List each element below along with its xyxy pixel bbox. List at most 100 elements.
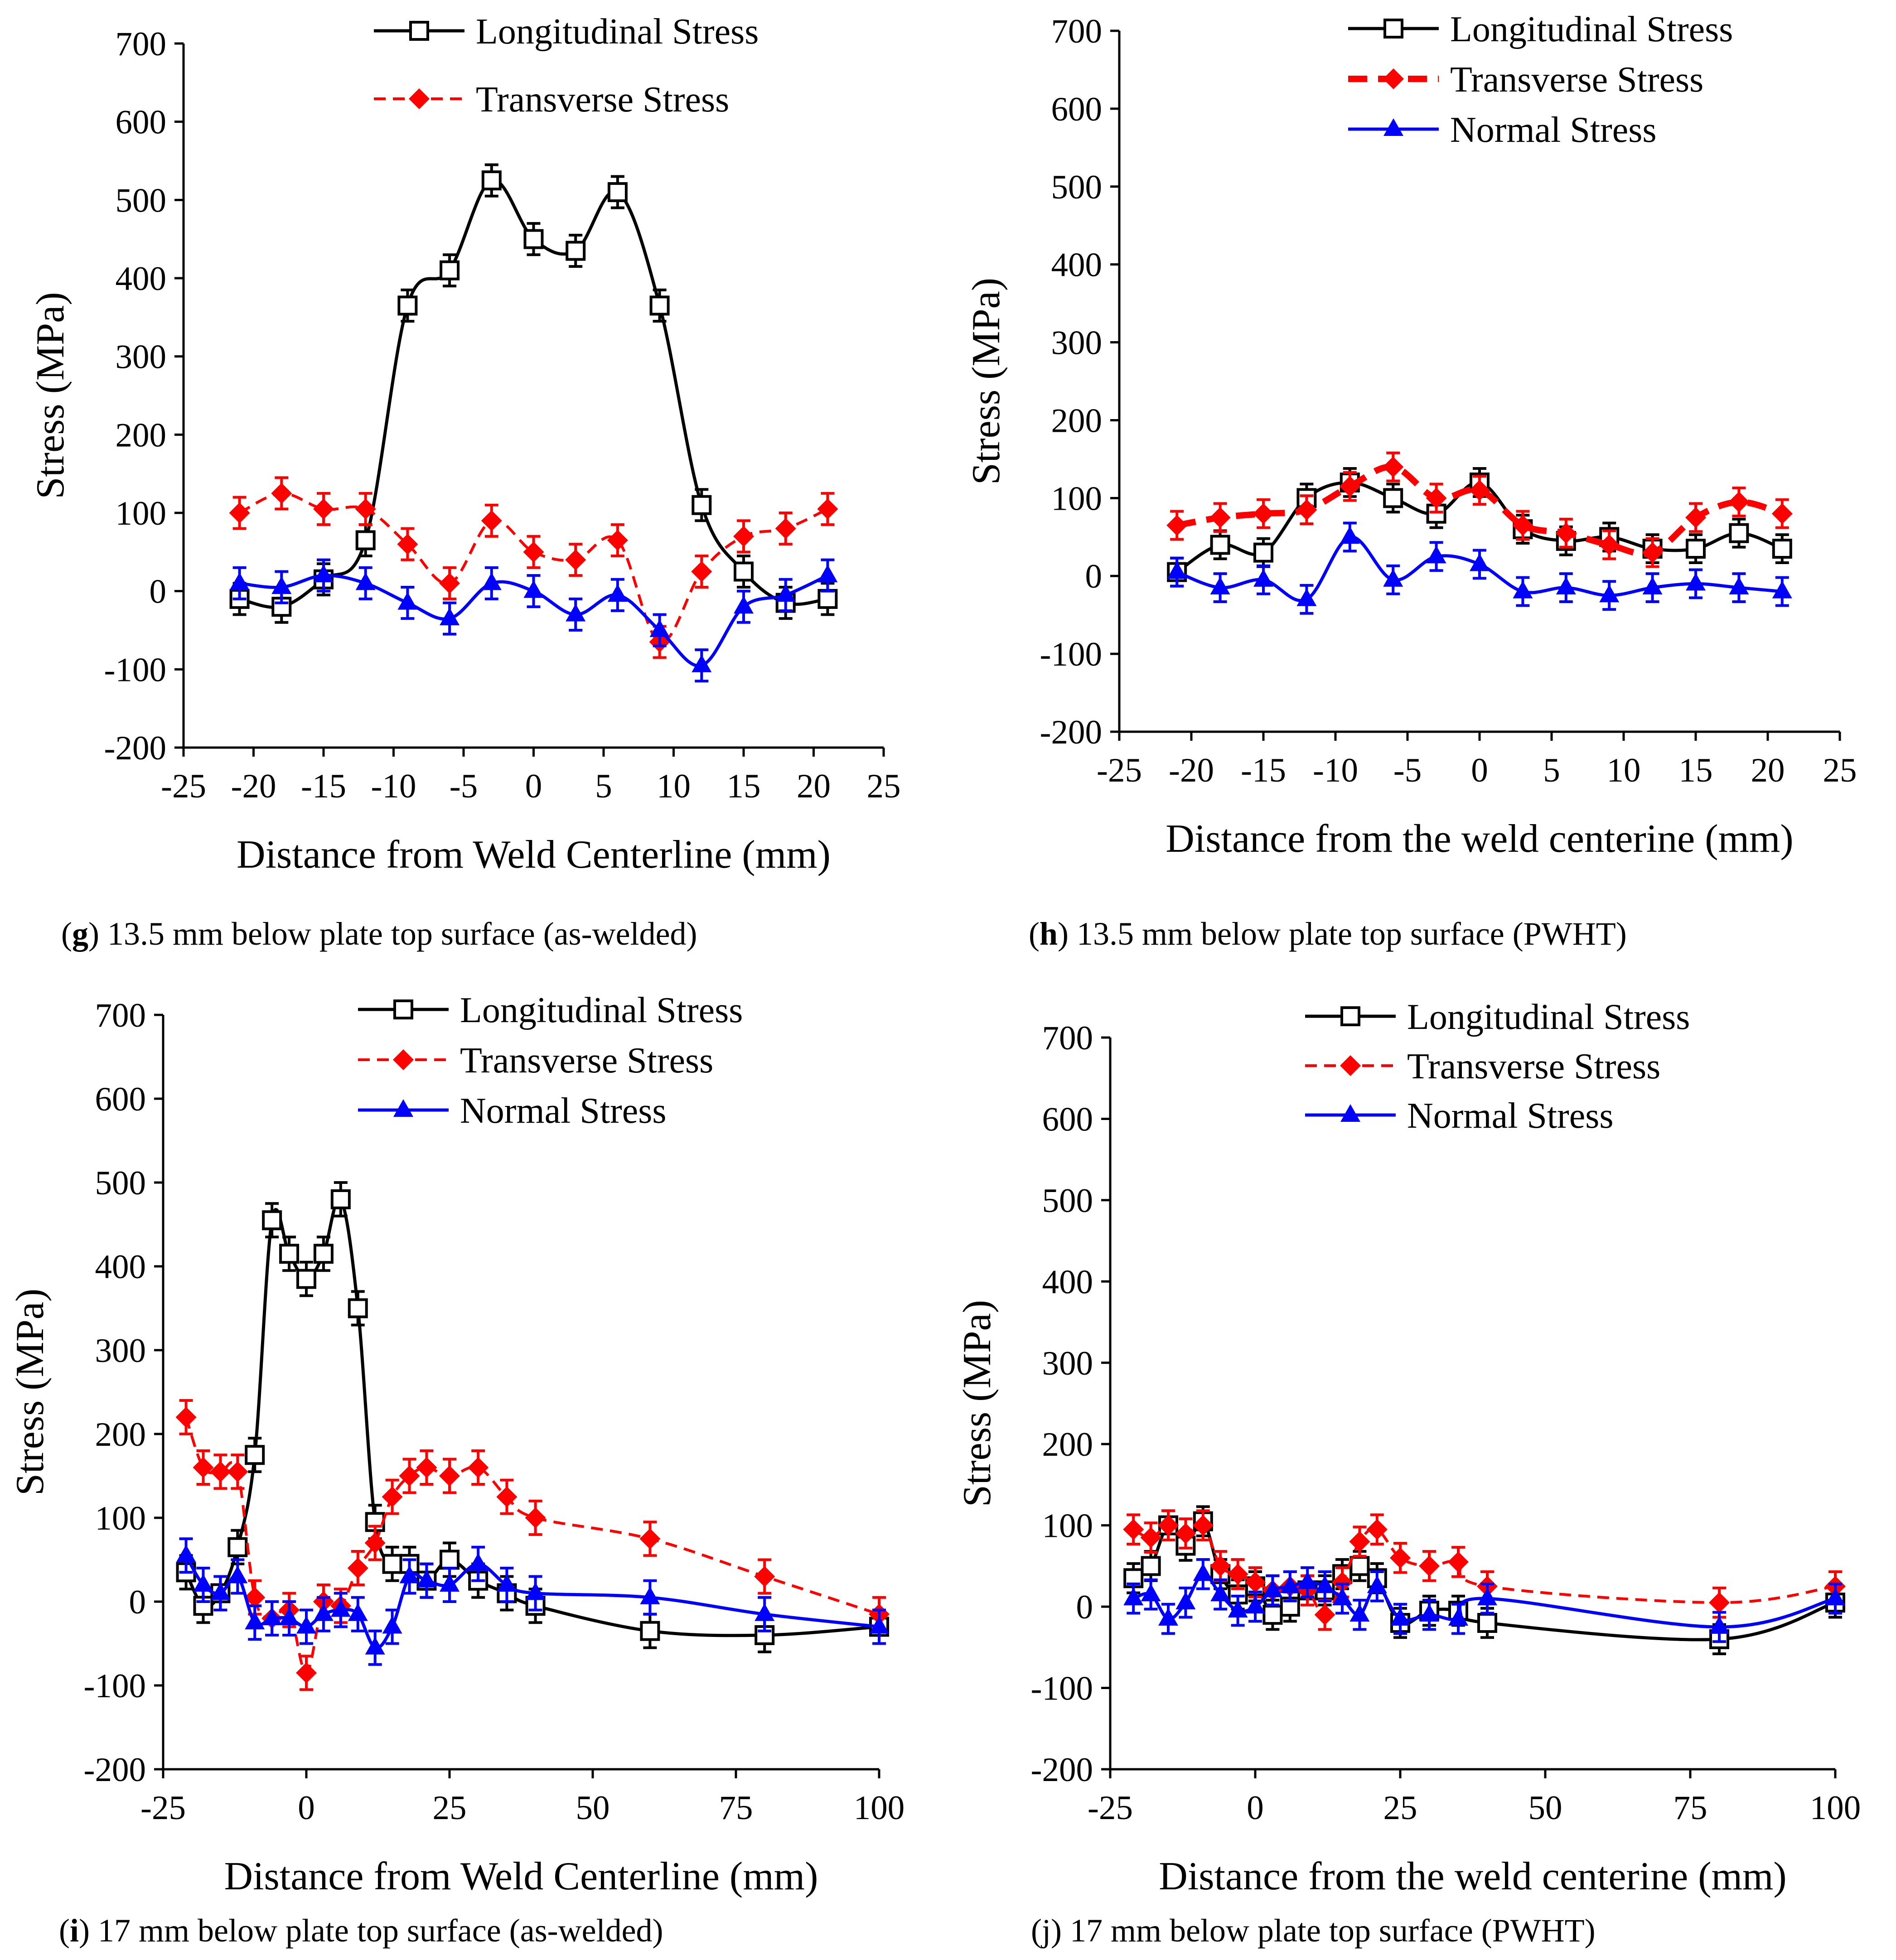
data-point: [271, 483, 292, 504]
y-tick-label: 400: [1042, 1263, 1093, 1301]
data-point: [279, 1608, 300, 1625]
x-tick-label: 25: [433, 1789, 467, 1827]
data-point: [245, 1612, 265, 1630]
data-point: [1227, 1564, 1248, 1585]
data-point: [566, 241, 586, 261]
data-point: [1314, 1604, 1335, 1626]
x-tick-label: -10: [1313, 752, 1358, 789]
legend-marker: [1383, 118, 1403, 136]
data-point: [754, 1566, 775, 1587]
x-tick-label: 0: [1471, 752, 1488, 789]
y-tick-label: 0: [1085, 558, 1103, 595]
data-point: [1448, 1608, 1468, 1626]
data-point: [365, 1637, 385, 1655]
y-tick-label: 0: [1076, 1588, 1093, 1626]
y-tick-label: 100: [95, 1500, 146, 1537]
data-point: [1253, 503, 1274, 524]
data-point: [1419, 1604, 1439, 1622]
data-point: [227, 1565, 248, 1583]
y-tick-label: 500: [1042, 1182, 1093, 1220]
data-point: [1728, 491, 1750, 512]
data-point: [1426, 546, 1446, 564]
legend-item: Transverse Stress: [1305, 1047, 1660, 1086]
data-point: [271, 576, 292, 594]
y-tick-label: 200: [1051, 402, 1103, 439]
data-point: [523, 580, 544, 598]
data-point: [296, 1616, 316, 1634]
y-tick-label: 200: [116, 416, 167, 454]
y-tick-label: -100: [104, 651, 166, 689]
data-point: [1448, 1551, 1469, 1573]
data-point: [1419, 1555, 1440, 1577]
data-point: [262, 1608, 282, 1625]
y-tick-label: 300: [95, 1332, 146, 1370]
y-tick-label: -200: [1031, 1751, 1093, 1789]
data-point: [733, 526, 754, 547]
data-point: [193, 1457, 214, 1478]
data-point: [468, 1457, 489, 1478]
y-tick-label: 600: [1042, 1101, 1093, 1138]
legend-marker: [1340, 1104, 1360, 1122]
x-tick-label: -5: [1393, 752, 1422, 789]
data-point: [229, 572, 250, 590]
legend-label: Longitudinal Stress: [1450, 10, 1733, 49]
data-point: [691, 561, 712, 582]
legend-label: Longitudinal Stress: [1407, 997, 1690, 1037]
x-tick-label: 100: [854, 1789, 905, 1827]
data-point: [497, 1574, 517, 1592]
data-point: [692, 654, 712, 672]
y-tick-label: 700: [1042, 1019, 1093, 1057]
data-point: [1340, 526, 1360, 544]
data-point: [1209, 507, 1231, 528]
x-tick-label: 5: [595, 768, 612, 805]
data-point: [1210, 577, 1230, 595]
data-point: [397, 295, 418, 316]
data-point: [649, 295, 670, 316]
y-tick-label: 500: [116, 182, 167, 219]
data-point: [1140, 1527, 1161, 1548]
data-point: [382, 1616, 402, 1634]
data-point: [229, 502, 250, 523]
caption-letter: g: [72, 916, 88, 952]
x-tick-label: 15: [727, 768, 761, 805]
data-point: [607, 584, 628, 602]
data-point: [525, 1582, 546, 1600]
y-tick-label: -100: [1031, 1670, 1093, 1708]
data-point: [640, 1621, 660, 1641]
data-point: [440, 1550, 459, 1570]
data-point: [640, 1586, 660, 1604]
legend-label: Longitudinal Stress: [476, 12, 759, 52]
panel-caption: (j) 17 mm below plate top surface (PWHT): [1031, 1912, 1596, 1949]
data-point: [817, 589, 838, 609]
data-point: [1141, 1583, 1161, 1602]
data-point: [355, 498, 376, 520]
x-tick-label: 20: [1751, 752, 1785, 789]
panel-caption: (i) 17 mm below plate top surface (as-we…: [59, 1912, 663, 1949]
data-point: [1210, 1555, 1231, 1577]
data-point: [1123, 1519, 1144, 1540]
x-tick-label: -25: [1088, 1789, 1133, 1827]
x-tick-label: -20: [1169, 752, 1214, 789]
series-line: [184, 1417, 880, 1675]
data-point: [1262, 1605, 1283, 1625]
data-point: [1332, 1572, 1353, 1593]
data-point: [347, 1558, 368, 1579]
data-point: [440, 1574, 459, 1592]
x-tick-label: -5: [450, 768, 478, 805]
data-point: [481, 170, 502, 191]
data-point: [468, 1553, 489, 1571]
y-tick-label: 700: [1051, 13, 1103, 50]
data-point: [440, 260, 460, 280]
data-point: [439, 1465, 460, 1487]
legend-marker: [393, 1099, 413, 1117]
x-tick-label: -25: [1097, 752, 1142, 789]
data-point: [1426, 503, 1446, 524]
x-tick-label: -15: [1241, 752, 1286, 789]
caption-text: ) 13.5 mm below plate top surface (PWHT): [1058, 916, 1627, 952]
y-tick-label: 300: [116, 338, 167, 376]
data-point: [416, 1569, 437, 1588]
data-point: [523, 541, 544, 563]
data-point: [775, 518, 796, 539]
